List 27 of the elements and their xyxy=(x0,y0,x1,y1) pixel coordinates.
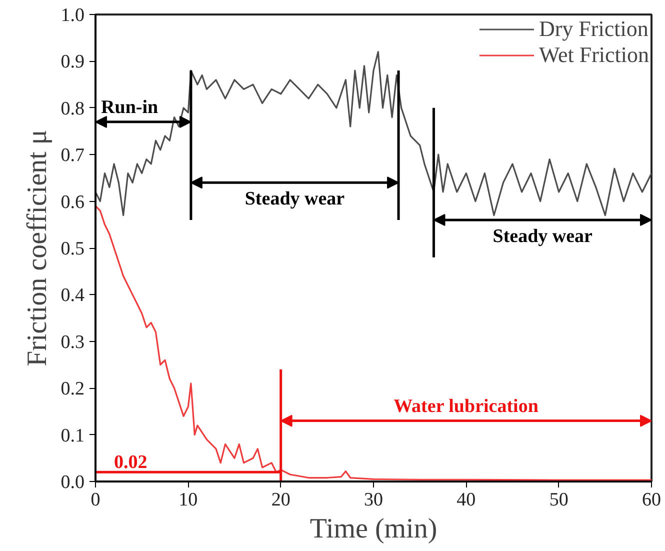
annotation: Steady wear xyxy=(492,226,594,247)
y-tick-label: 1.0 xyxy=(60,5,84,26)
x-tick-label: 0 xyxy=(90,490,100,510)
y-tick-label: 0.1 xyxy=(60,425,84,446)
y-tick-label: 0.4 xyxy=(60,285,85,306)
y-tick-label: 0.0 xyxy=(60,472,84,493)
x-tick-label: 30 xyxy=(364,490,383,510)
x-tick-label: 50 xyxy=(549,490,568,510)
y-tick-label: 0.8 xyxy=(60,98,84,120)
x-tick-label: 20 xyxy=(271,490,290,510)
legend-label: Dry Friction xyxy=(538,16,648,42)
y-tick-label: 0.6 xyxy=(60,192,84,213)
y-tick-label: 0.7 xyxy=(60,145,84,166)
y-tick-label: 0.5 xyxy=(60,238,84,260)
y-tick-label: 0.9 xyxy=(60,52,84,73)
y-tick-label: 0.3 xyxy=(60,332,84,353)
legend-label: Wet Friction xyxy=(538,42,649,68)
y-axis-title: Friction coefficient μ xyxy=(22,130,53,366)
annotation: Run-in xyxy=(101,96,159,118)
x-tick-label: 40 xyxy=(456,490,476,510)
ref-line-label: 0.02 xyxy=(114,452,148,474)
x-axis-title: Time (min) xyxy=(310,514,438,544)
x-tick-label: 10 xyxy=(178,490,198,510)
annotation: Steady wear xyxy=(244,188,346,210)
x-tick-label: 60 xyxy=(642,490,661,510)
annotation: Water lubrication xyxy=(394,396,539,417)
y-tick-label: 0.2 xyxy=(60,378,84,400)
